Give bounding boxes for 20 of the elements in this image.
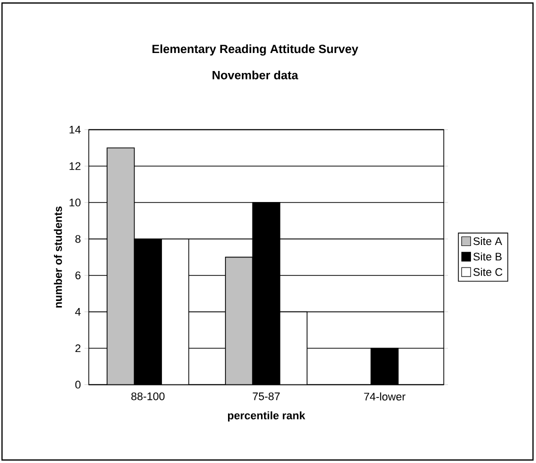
y-tick-label: 0 xyxy=(75,380,81,389)
y-tick-label: 14 xyxy=(70,126,81,134)
y-tick-label: 8 xyxy=(75,235,80,243)
x-tick-label: 74-lower xyxy=(364,392,406,400)
y-tick-label: 4 xyxy=(75,308,81,316)
x-tick-label: 88-100 xyxy=(131,392,165,400)
y-tick-label: 2 xyxy=(75,344,80,352)
chart-title: Elementary Reading Attitude Survey xyxy=(152,44,358,56)
y-tick-label: 6 xyxy=(75,272,80,280)
y-tick-label: 12 xyxy=(70,162,80,170)
x-axis-title: percentile rank xyxy=(228,411,306,422)
legend-label: Site B xyxy=(473,252,502,260)
y-axis-title: number of students xyxy=(54,206,62,308)
legend-label: Site C xyxy=(473,268,502,276)
chart-subtitle: November data xyxy=(212,70,298,80)
bar xyxy=(225,256,254,385)
x-tick-label: 75-87 xyxy=(252,392,280,400)
y-tick-label: 10 xyxy=(70,198,81,206)
bar xyxy=(106,147,135,385)
legend-label: Site A xyxy=(473,237,502,246)
